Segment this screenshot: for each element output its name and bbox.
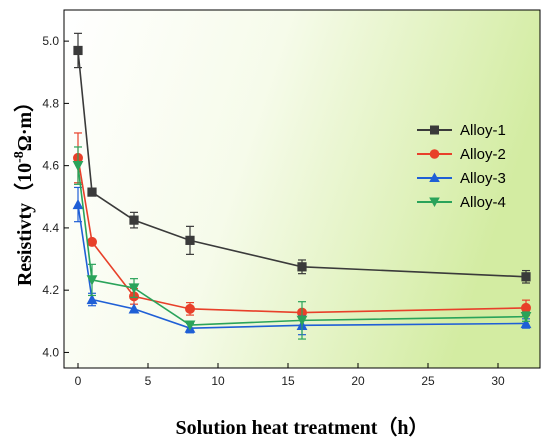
series-alloy-1 [73, 32, 531, 284]
legend-marker-alloy-3 [429, 172, 440, 182]
data-point-alloy-2 [185, 303, 195, 314]
legend-marker-alloy-1 [430, 125, 439, 135]
data-point-alloy-1 [521, 272, 531, 282]
y-axis-title-unit: Ω·m） [13, 92, 36, 151]
legend-marker-alloy-4 [429, 197, 440, 207]
legend-label-alloy-3: Alloy-3 [460, 170, 506, 187]
data-point-alloy-1 [87, 187, 97, 197]
x-tick-label: 30 [491, 374, 505, 388]
series-alloy-4 [72, 146, 532, 340]
legend-item-4: Alloy-4 [417, 194, 506, 211]
x-tick-label: 5 [145, 374, 152, 388]
series-line-alloy-2 [77, 157, 527, 314]
y-tick-label: 4.4 [42, 221, 59, 235]
y-tick-label: 4.2 [42, 283, 59, 297]
y-axis-title-main: Resistivty（10 [13, 163, 36, 286]
data-point-alloy-4 [86, 275, 98, 286]
y-tick-label: 4.6 [42, 159, 59, 173]
series-line-alloy-1 [77, 50, 527, 278]
legend-item-2: Alloy-2 [417, 146, 506, 163]
data-point-alloy-1 [129, 215, 139, 225]
legend-label-alloy-1: Alloy-1 [460, 122, 506, 139]
data-point-alloy-2 [87, 236, 97, 247]
series-line-alloy-3 [77, 204, 527, 329]
x-axis-ticks: 0 5 10 15 20 25 30 [75, 363, 505, 388]
y-tick-label: 4.8 [42, 96, 59, 110]
x-tick-label: 20 [351, 374, 365, 388]
x-tick-label: 15 [281, 374, 295, 388]
y-axis-ticks: 4.0 4.2 4.4 4.6 4.8 5.0 [42, 34, 69, 359]
y-tick-label: 5.0 [42, 34, 59, 48]
legend-label-alloy-4: Alloy-4 [460, 194, 506, 211]
y-tick-label: 4.0 [42, 345, 59, 359]
legend-item-1: Alloy-1 [417, 122, 506, 139]
series-layer [72, 32, 532, 340]
data-point-alloy-3 [86, 293, 98, 305]
x-axis-title: Solution heat treatment（h） [176, 416, 429, 439]
series-line-alloy-4 [77, 165, 527, 326]
data-point-alloy-4 [296, 315, 308, 326]
data-point-alloy-2 [521, 302, 531, 313]
data-point-alloy-3 [72, 198, 84, 210]
data-point-alloy-3 [128, 303, 140, 314]
data-point-alloy-1 [297, 262, 307, 272]
x-tick-label: 25 [421, 374, 435, 388]
x-tick-label: 10 [211, 374, 225, 388]
data-point-alloy-4 [520, 312, 532, 323]
data-point-alloy-1 [185, 235, 195, 245]
legend-label-alloy-2: Alloy-2 [460, 146, 506, 163]
y-axis-title-exponent: -8 [12, 151, 27, 163]
legend-item-3: Alloy-3 [417, 170, 506, 187]
legend-marker-alloy-2 [429, 149, 440, 159]
x-tick-label: 0 [75, 374, 82, 388]
data-point-alloy-4 [128, 283, 140, 294]
data-point-alloy-4 [72, 161, 84, 172]
data-point-alloy-1 [73, 45, 83, 56]
data-point-alloy-4 [184, 320, 196, 331]
legend: Alloy-1 Alloy-2 Alloy-3 Alloy-4 [417, 122, 506, 211]
y-axis-title: Resistivty（10-8Ω·m） [12, 92, 36, 286]
data-point-alloy-3 [520, 317, 532, 329]
